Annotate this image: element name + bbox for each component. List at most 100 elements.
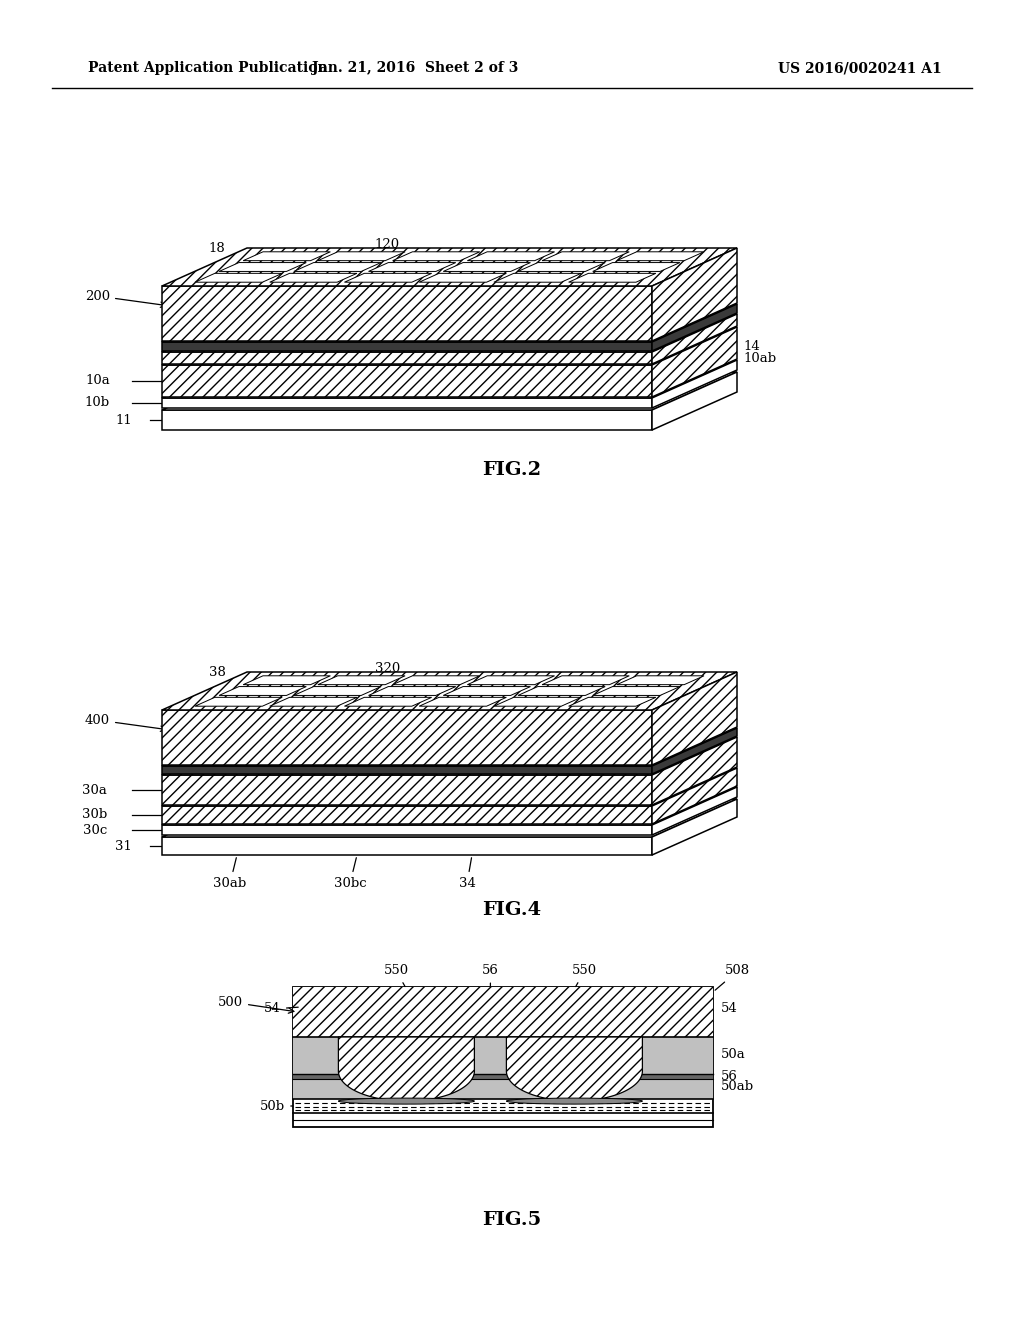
Polygon shape bbox=[652, 304, 737, 351]
Polygon shape bbox=[344, 273, 432, 282]
Bar bbox=[293, 1074, 713, 1080]
Polygon shape bbox=[162, 799, 737, 837]
Text: 38: 38 bbox=[209, 665, 251, 719]
Polygon shape bbox=[518, 263, 605, 272]
Polygon shape bbox=[652, 672, 737, 766]
Polygon shape bbox=[616, 676, 705, 685]
Text: 54: 54 bbox=[264, 1002, 298, 1015]
Polygon shape bbox=[494, 697, 581, 706]
Text: 31: 31 bbox=[115, 840, 132, 853]
Text: FIG.4: FIG.4 bbox=[482, 902, 542, 919]
Polygon shape bbox=[162, 825, 652, 836]
Text: 120: 120 bbox=[375, 238, 416, 285]
Polygon shape bbox=[344, 697, 432, 706]
Text: 320: 320 bbox=[375, 661, 416, 710]
Polygon shape bbox=[294, 686, 381, 696]
Polygon shape bbox=[652, 768, 737, 824]
Polygon shape bbox=[467, 676, 555, 685]
Text: 400: 400 bbox=[85, 714, 166, 731]
Polygon shape bbox=[507, 1038, 642, 1101]
Polygon shape bbox=[243, 252, 331, 260]
Polygon shape bbox=[162, 672, 737, 710]
Text: 550: 550 bbox=[384, 965, 409, 986]
Text: US 2016/0020241 A1: US 2016/0020241 A1 bbox=[778, 61, 942, 75]
Text: 30ab: 30ab bbox=[213, 858, 247, 890]
Polygon shape bbox=[652, 799, 737, 855]
Text: 10b: 10b bbox=[85, 396, 110, 409]
Polygon shape bbox=[467, 252, 555, 260]
Polygon shape bbox=[443, 686, 530, 696]
Text: 10a: 10a bbox=[85, 375, 110, 388]
Polygon shape bbox=[317, 676, 406, 685]
Polygon shape bbox=[162, 729, 737, 766]
Polygon shape bbox=[568, 273, 655, 282]
Polygon shape bbox=[162, 807, 652, 824]
Polygon shape bbox=[162, 304, 737, 342]
Polygon shape bbox=[162, 768, 737, 807]
Polygon shape bbox=[593, 263, 680, 272]
Text: 11: 11 bbox=[116, 413, 132, 426]
Polygon shape bbox=[652, 787, 737, 836]
Polygon shape bbox=[494, 273, 581, 282]
Polygon shape bbox=[369, 263, 456, 272]
Ellipse shape bbox=[338, 1098, 474, 1104]
Polygon shape bbox=[269, 273, 357, 282]
Text: 54: 54 bbox=[721, 1002, 737, 1015]
Text: 50a: 50a bbox=[721, 1048, 745, 1061]
Polygon shape bbox=[542, 676, 630, 685]
Text: 30b: 30b bbox=[82, 808, 106, 821]
Polygon shape bbox=[392, 676, 480, 685]
Polygon shape bbox=[369, 686, 456, 696]
Polygon shape bbox=[419, 273, 507, 282]
Polygon shape bbox=[294, 263, 381, 272]
Text: 550: 550 bbox=[571, 965, 597, 986]
Bar bbox=[293, 987, 713, 1127]
Text: Jan. 21, 2016  Sheet 2 of 3: Jan. 21, 2016 Sheet 2 of 3 bbox=[312, 61, 518, 75]
Polygon shape bbox=[195, 697, 283, 706]
Text: 30c: 30c bbox=[83, 824, 106, 837]
Polygon shape bbox=[162, 837, 652, 855]
Text: 56: 56 bbox=[482, 965, 499, 986]
Bar bbox=[293, 1038, 713, 1100]
Polygon shape bbox=[419, 697, 507, 706]
Polygon shape bbox=[317, 252, 406, 260]
Text: 30bc: 30bc bbox=[334, 858, 367, 890]
Polygon shape bbox=[652, 314, 737, 364]
Polygon shape bbox=[652, 737, 737, 805]
Polygon shape bbox=[162, 314, 737, 352]
Polygon shape bbox=[568, 697, 655, 706]
Text: 56: 56 bbox=[721, 1069, 738, 1082]
Text: Patent Application Publication: Patent Application Publication bbox=[88, 61, 328, 75]
Polygon shape bbox=[162, 737, 737, 775]
Text: 508: 508 bbox=[715, 965, 751, 990]
Polygon shape bbox=[652, 372, 737, 430]
Polygon shape bbox=[162, 399, 652, 408]
Polygon shape bbox=[162, 248, 737, 286]
Polygon shape bbox=[162, 766, 652, 774]
Polygon shape bbox=[162, 286, 652, 341]
Polygon shape bbox=[162, 775, 652, 805]
Polygon shape bbox=[219, 686, 306, 696]
Polygon shape bbox=[243, 676, 331, 685]
Polygon shape bbox=[162, 327, 737, 366]
Polygon shape bbox=[269, 697, 357, 706]
Polygon shape bbox=[162, 360, 737, 399]
Text: FIG.2: FIG.2 bbox=[482, 461, 542, 479]
Text: 500: 500 bbox=[218, 995, 294, 1014]
Polygon shape bbox=[162, 411, 652, 430]
Polygon shape bbox=[652, 327, 737, 397]
Text: 200: 200 bbox=[85, 289, 166, 308]
Polygon shape bbox=[542, 252, 630, 260]
Polygon shape bbox=[652, 729, 737, 774]
Polygon shape bbox=[652, 248, 737, 341]
Polygon shape bbox=[162, 352, 652, 364]
Polygon shape bbox=[338, 1038, 474, 1101]
Polygon shape bbox=[162, 787, 737, 825]
Bar bbox=[293, 987, 713, 1038]
Polygon shape bbox=[195, 273, 283, 282]
Text: 18: 18 bbox=[209, 242, 251, 296]
Polygon shape bbox=[162, 372, 737, 411]
Polygon shape bbox=[652, 360, 737, 408]
Polygon shape bbox=[162, 342, 652, 351]
Text: 30a: 30a bbox=[82, 784, 106, 796]
